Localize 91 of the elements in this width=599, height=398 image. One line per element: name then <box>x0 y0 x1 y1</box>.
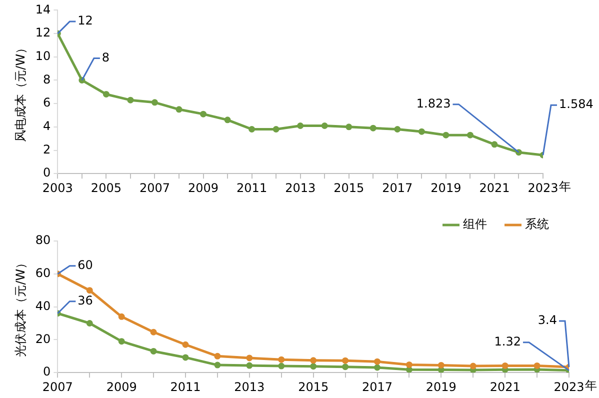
point <box>278 362 285 370</box>
point <box>248 126 256 132</box>
point <box>246 362 253 369</box>
point <box>214 362 221 368</box>
point <box>342 357 349 364</box>
x-tick-label: 2023 <box>528 180 558 195</box>
x-tick-label: 2007 <box>139 180 170 195</box>
point <box>491 141 498 148</box>
x-tick-label: 2021 <box>490 380 520 394</box>
y-tick-label: 40 <box>35 298 51 313</box>
x-tick-label: 2011 <box>170 380 201 394</box>
point <box>310 357 317 364</box>
point <box>374 358 380 365</box>
x-tick-label: 2019 <box>430 180 462 195</box>
annotation: 3.4 <box>538 313 557 328</box>
x-tick-label: 2007 <box>42 380 73 394</box>
point <box>86 287 93 294</box>
point <box>418 128 425 135</box>
x-tick-label: 2011 <box>236 180 268 195</box>
point <box>502 362 508 369</box>
point <box>127 96 134 104</box>
y-tick-label: 20 <box>35 332 51 346</box>
x-tick-label: 2015 <box>334 180 364 195</box>
legend-label: 系统 <box>525 217 549 232</box>
x-tick-label: 2017 <box>362 380 393 394</box>
point <box>310 363 317 370</box>
point <box>86 320 93 326</box>
y-tick-label: 8 <box>43 72 51 86</box>
annotation: 1.823 <box>416 96 451 110</box>
annotation: 8 <box>102 50 110 64</box>
point <box>394 126 401 132</box>
x-tick-label: 2009 <box>188 180 219 195</box>
point <box>118 338 125 345</box>
point <box>342 364 349 370</box>
point <box>470 362 476 370</box>
y-axis-title: 光伏成本（元/W） <box>13 256 28 357</box>
y-tick-label: 2 <box>43 142 51 156</box>
point <box>150 348 157 354</box>
y-tick-label: 0 <box>43 166 51 180</box>
point <box>182 354 189 361</box>
y-tick-label: 6 <box>43 96 51 110</box>
x-tick-label: 2015 <box>298 380 329 394</box>
point <box>346 124 352 130</box>
annotation: 60 <box>78 258 93 272</box>
point <box>150 328 157 336</box>
point <box>406 366 412 373</box>
y-axis-title: 风电成本（元/W） <box>13 42 28 142</box>
point <box>102 90 110 98</box>
y-tick-label: 60 <box>35 266 51 280</box>
point <box>466 132 474 138</box>
point <box>442 132 450 138</box>
x-tick-label: 2017 <box>382 180 413 195</box>
point <box>151 99 158 106</box>
annotation: 36 <box>78 294 93 308</box>
point <box>182 341 189 348</box>
x-axis-title: 年 <box>585 378 597 393</box>
y-tick-label: 14 <box>35 2 51 16</box>
point <box>214 352 221 360</box>
point <box>246 354 253 362</box>
point <box>438 362 444 368</box>
y-tick-label: 80 <box>35 233 51 248</box>
y-tick-label: 4 <box>43 119 51 134</box>
point <box>406 361 412 368</box>
x-tick-label: 2021 <box>479 180 510 195</box>
point <box>278 356 285 363</box>
y-tick-label: 0 <box>43 364 51 379</box>
y-tick-label: 10 <box>35 49 51 64</box>
point <box>224 116 231 124</box>
y-tick-label: 12 <box>35 26 51 40</box>
x-axis-title: 年 <box>559 180 571 194</box>
annotation: 1.32 <box>494 334 521 349</box>
legend-label: 组件 <box>463 217 487 232</box>
x-tick-label: 2023 <box>554 380 584 394</box>
x-tick-label: 2013 <box>285 180 316 195</box>
x-tick-label: 2009 <box>106 380 137 394</box>
annotation: 1.584 <box>559 97 594 112</box>
x-tick-label: 2003 <box>42 180 73 195</box>
point <box>200 110 207 118</box>
x-tick-label: 2019 <box>426 380 456 394</box>
x-tick-label: 2013 <box>234 380 265 394</box>
point <box>438 366 444 373</box>
point <box>272 126 280 132</box>
point <box>370 124 376 132</box>
annotation: 12 <box>78 14 93 28</box>
point <box>374 364 380 371</box>
x-tick-label: 2005 <box>90 180 122 195</box>
point <box>534 362 540 369</box>
point <box>176 106 182 113</box>
point <box>297 122 304 129</box>
point <box>118 313 125 320</box>
point <box>321 122 328 129</box>
